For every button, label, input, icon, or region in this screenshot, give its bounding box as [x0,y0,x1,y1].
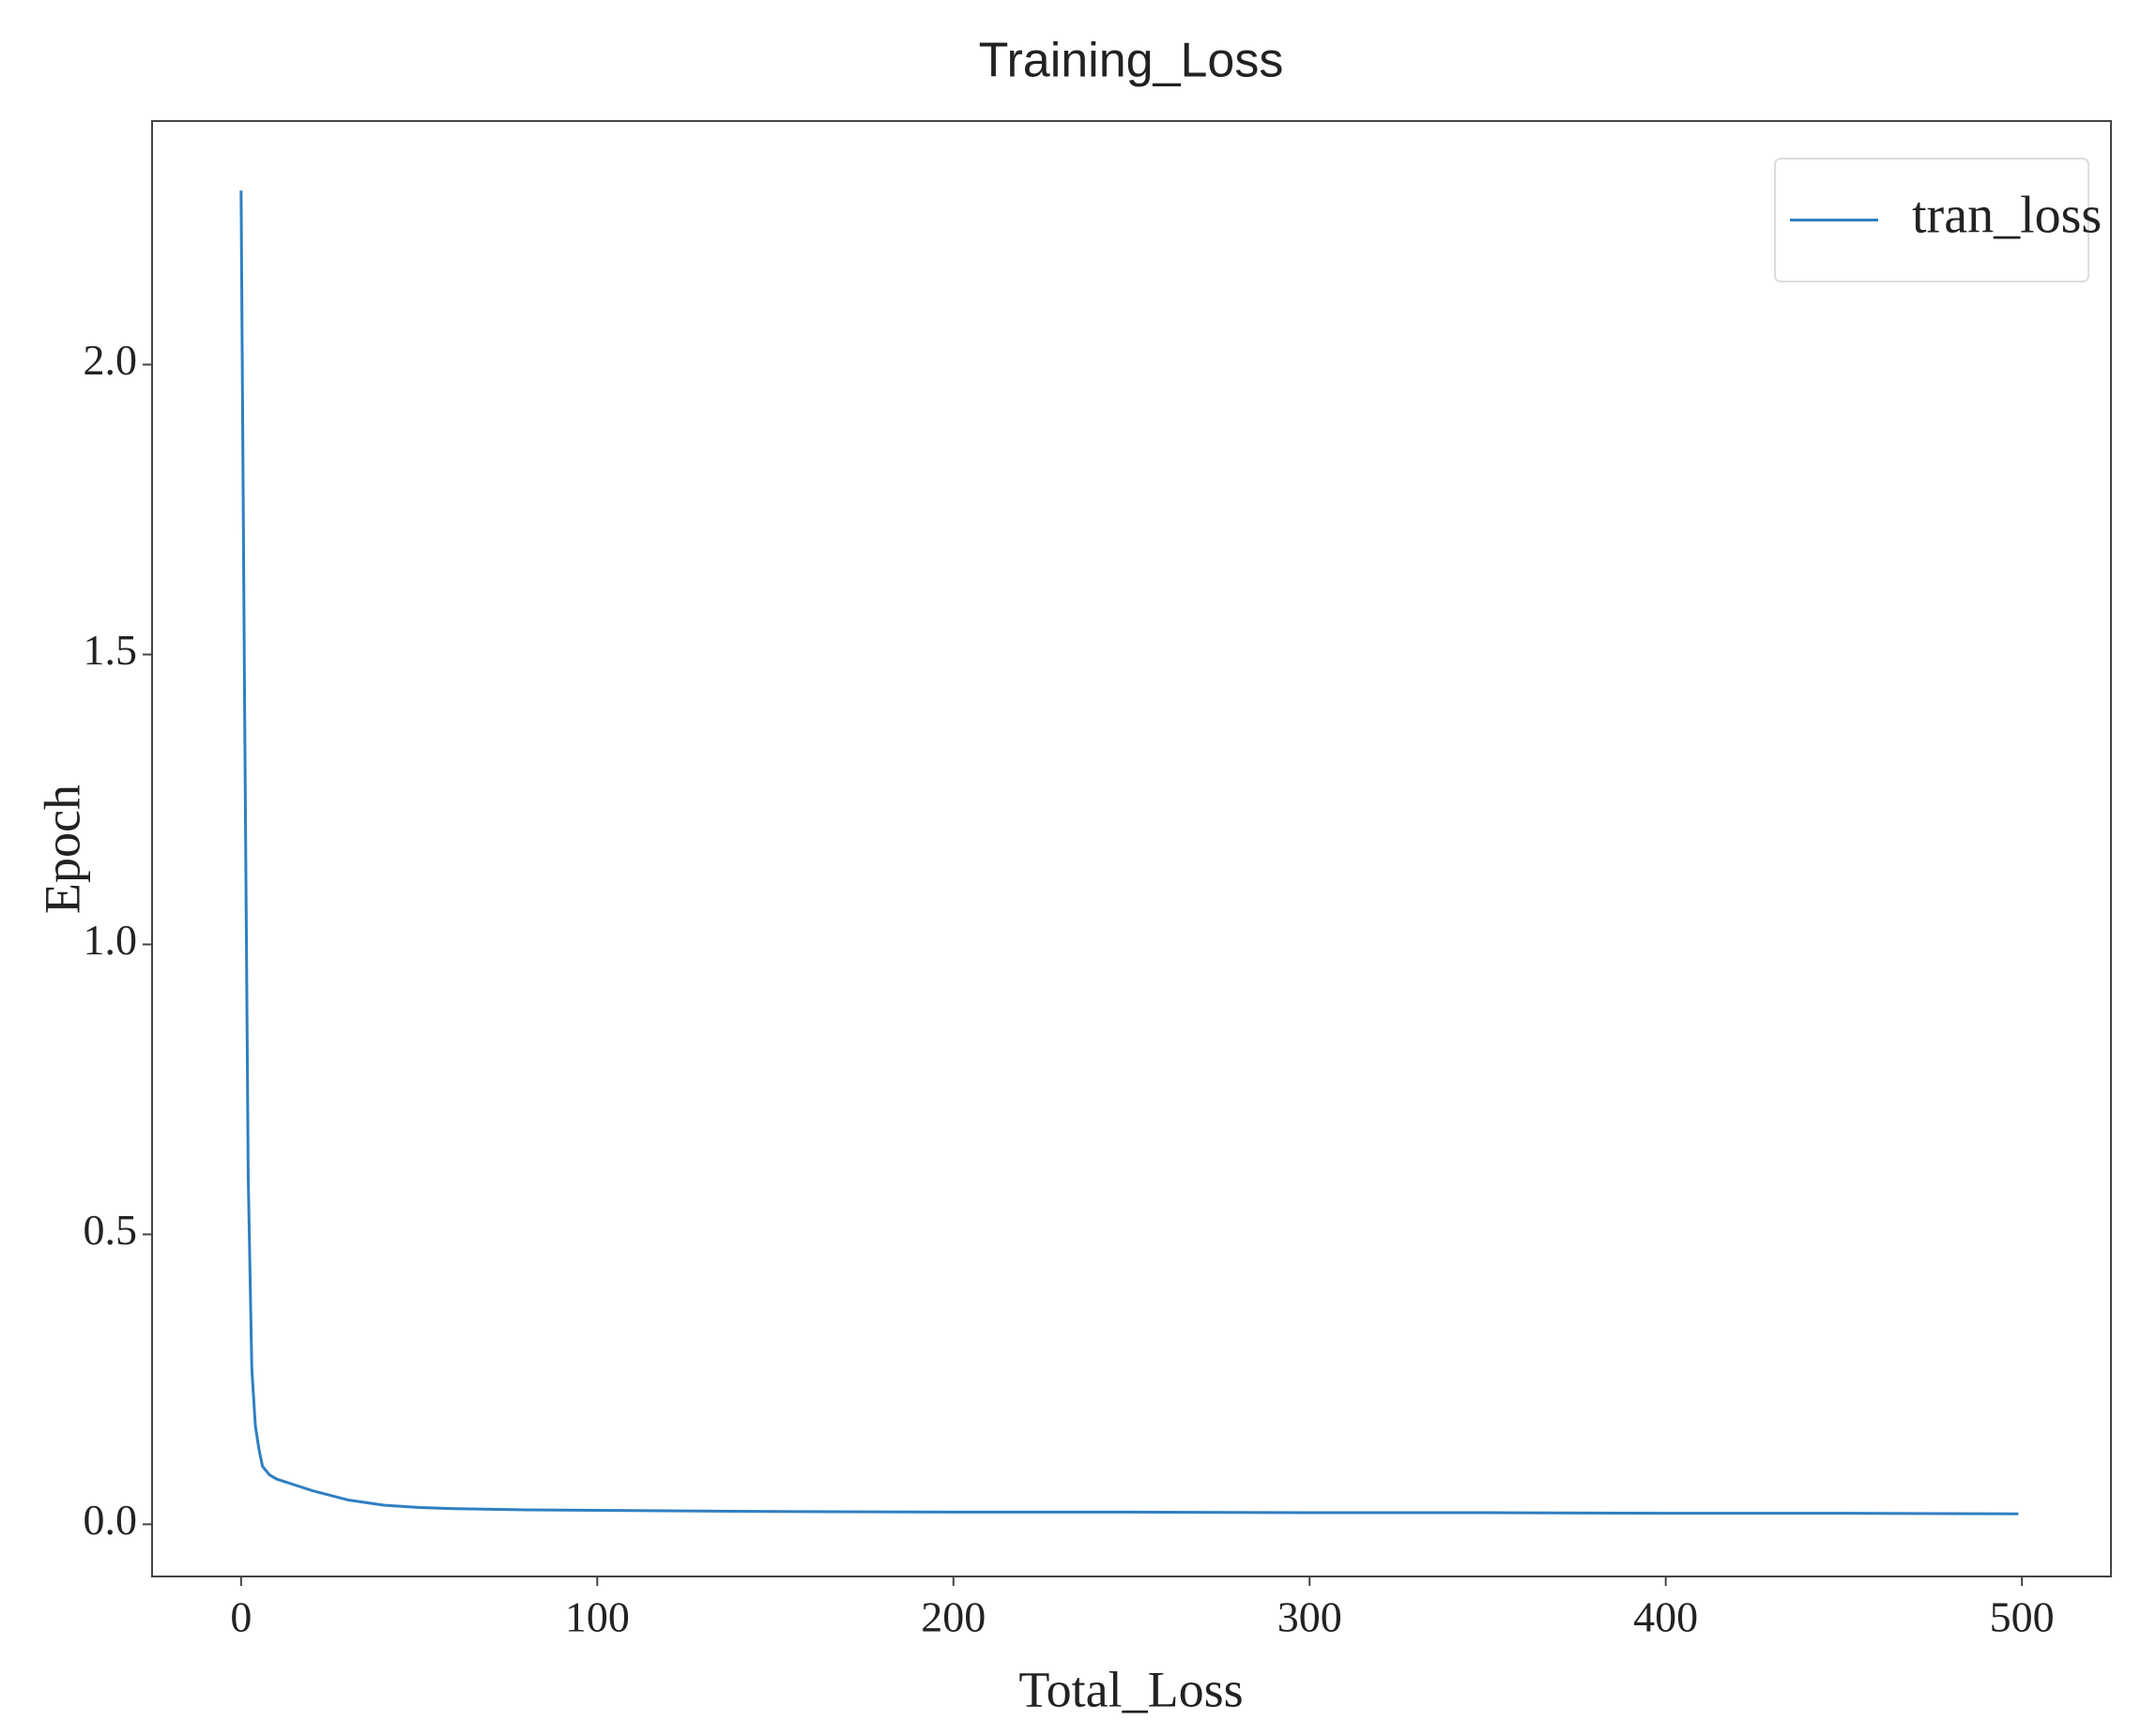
chart-title: Training_Loss [979,34,1284,88]
x-tick-label: 400 [1633,1593,1698,1641]
x-tick-label: 0 [230,1593,252,1641]
y-axis-label: Epoch [34,784,90,914]
y-tick-label: 0.0 [84,1496,138,1544]
y-tick-label: 1.0 [84,916,138,964]
x-tick-label: 500 [1990,1593,2055,1641]
y-tick-label: 2.0 [84,336,138,384]
legend-box [1774,158,2089,282]
plot-frame [151,120,2112,1577]
x-tick-label: 300 [1277,1593,1342,1641]
x-tick-label: 200 [921,1593,986,1641]
y-tick-label: 1.5 [84,626,138,674]
x-tick-label: 100 [565,1593,630,1641]
line-series [239,190,2019,1515]
y-tick-label: 0.5 [84,1206,138,1254]
x-axis-label: Total_Loss [1018,1661,1243,1717]
legend-label: tran_loss [1912,186,2102,244]
